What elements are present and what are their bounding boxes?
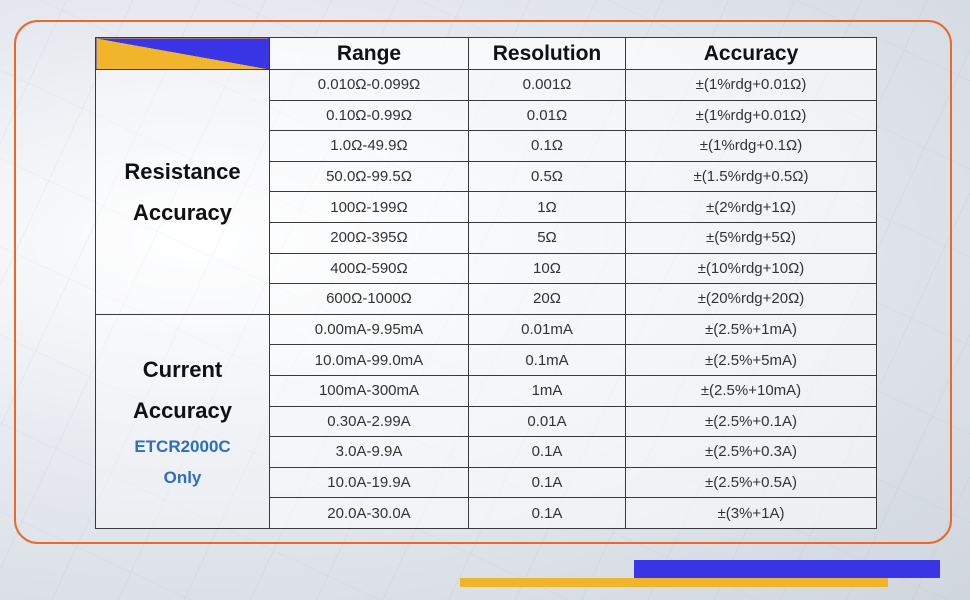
corner-diagonal-cell (95, 37, 270, 70)
accuracy-cell: ±(1.5%rdg+0.5Ω) (625, 160, 877, 193)
accuracy-cell: ±(5%rdg+5Ω) (625, 221, 877, 254)
table-row: 1.0Ω-49.9Ω 0.1Ω ±(1%rdg+0.1Ω) (96, 130, 877, 162)
table-row: 20.0A-30.0A 0.1A ±(3%+1A) (96, 497, 877, 529)
accuracy-cell: ±(3%+1A) (625, 497, 877, 529)
model-note-line1: ETCR2000C (134, 437, 231, 457)
resolution-cell: 0.1A (468, 466, 626, 499)
group-title-line1: Current (142, 357, 223, 383)
range-cell: 100Ω-199Ω (269, 191, 469, 223)
range-cell: 100mA-300mA (269, 374, 469, 407)
range-cell: 10.0mA-99.0mA (269, 344, 469, 376)
blue-accent-bar (634, 560, 940, 578)
resolution-cell: 0.001Ω (468, 69, 626, 101)
accuracy-cell: ±(1%rdg+0.01Ω) (625, 69, 877, 101)
table-row: Resistance Accuracy 0.010Ω-0.099Ω 0.001Ω ±(1… (95, 69, 877, 315)
header-accuracy: Accuracy (625, 37, 877, 70)
accuracy-cell: ±(2.5%+0.1A) (625, 405, 877, 438)
resistance-group-label: Resistance Accuracy (95, 69, 270, 315)
group-title-line1: Resistance (124, 158, 241, 184)
accuracy-cell: ±(20%rdg+20Ω) (625, 283, 877, 315)
resolution-cell: 10Ω (468, 252, 626, 285)
accuracy-cell: ±(2.5%+0.3A) (625, 436, 877, 468)
range-cell: 3.0A-9.9A (269, 436, 469, 468)
range-cell: 1.0Ω-49.9Ω (269, 130, 469, 162)
yellow-accent-bar (460, 578, 888, 587)
range-cell: 20.0A-30.0A (269, 497, 469, 529)
range-cell: 0.10Ω-0.99Ω (269, 99, 469, 132)
range-cell: 0.30A-2.99A (269, 405, 469, 438)
accuracy-cell: ±(2%rdg+1Ω) (625, 191, 877, 223)
group-title-line2: Accuracy (132, 398, 233, 424)
group-title-line2: Accuracy (132, 199, 233, 225)
table-row: 0.10Ω-0.99Ω 0.01Ω ±(1%rdg+0.01Ω) (96, 99, 877, 132)
range-cell: 10.0A-19.9A (269, 466, 469, 499)
range-cell: 600Ω-1000Ω (269, 283, 469, 315)
current-section: Current Accuracy ETCR2000C Only 0.00mA-9.95m… (95, 313, 877, 529)
resistance-section: Resistance Accuracy 0.010Ω-0.099Ω 0.001Ω ±(1… (95, 69, 877, 315)
range-cell: 0.00mA-9.95mA (269, 313, 469, 346)
resolution-cell: 0.1Ω (468, 130, 626, 162)
accuracy-cell: ±(2.5%+10mA) (625, 374, 877, 407)
header-resolution: Resolution (468, 37, 626, 70)
range-cell: 400Ω-590Ω (269, 252, 469, 285)
resolution-cell: 0.01A (468, 405, 626, 438)
table-row: Current Accuracy ETCR2000C Only 0.00mA-9.95m… (95, 313, 877, 529)
spec-table: Range Resolution Accuracy Resistance Accu… (95, 37, 877, 529)
header-row: Range Resolution Accuracy (95, 37, 877, 70)
resolution-cell: 0.01Ω (468, 99, 626, 132)
range-cell: 200Ω-395Ω (269, 221, 469, 254)
table-row: 0.30A-2.99A 0.01A ±(2.5%+0.1A) (96, 405, 877, 438)
table-row: 200Ω-395Ω 5Ω ±(5%rdg+5Ω) (96, 221, 877, 254)
table-row: 100Ω-199Ω 1Ω ±(2%rdg+1Ω) (96, 191, 877, 223)
resolution-cell: 0.1A (468, 436, 626, 468)
resolution-cell: 5Ω (468, 221, 626, 254)
table-row: 10.0A-19.9A 0.1A ±(2.5%+0.5A) (96, 466, 877, 499)
accuracy-cell: ±(2.5%+1mA) (625, 313, 877, 346)
resolution-cell: 1Ω (468, 191, 626, 223)
accuracy-cell: ±(2.5%+0.5A) (625, 466, 877, 499)
accuracy-cell: ±(1%rdg+0.1Ω) (625, 130, 877, 162)
table-row: 100mA-300mA 1mA ±(2.5%+10mA) (96, 374, 877, 407)
header-range: Range (269, 37, 469, 70)
current-group-label: Current Accuracy ETCR2000C Only (95, 313, 270, 529)
resolution-cell: 0.5Ω (468, 160, 626, 193)
table-row: 10.0mA-99.0mA 0.1mA ±(2.5%+5mA) (96, 344, 877, 376)
resolution-cell: 1mA (468, 374, 626, 407)
resolution-cell: 0.01mA (468, 313, 626, 346)
range-cell: 0.010Ω-0.099Ω (269, 69, 469, 101)
model-note-line2: Only (163, 468, 202, 488)
table-row: 3.0A-9.9A 0.1A ±(2.5%+0.3A) (96, 436, 877, 468)
resolution-cell: 0.1mA (468, 344, 626, 376)
accuracy-cell: ±(10%rdg+10Ω) (625, 252, 877, 285)
accuracy-cell: ±(2.5%+5mA) (625, 344, 877, 376)
table-row: 600Ω-1000Ω 20Ω ±(20%rdg+20Ω) (96, 283, 877, 315)
accuracy-cell: ±(1%rdg+0.01Ω) (625, 99, 877, 132)
table-row: 400Ω-590Ω 10Ω ±(10%rdg+10Ω) (96, 252, 877, 285)
resolution-cell: 0.1A (468, 497, 626, 529)
resolution-cell: 20Ω (468, 283, 626, 315)
table-row: 50.0Ω-99.5Ω 0.5Ω ±(1.5%rdg+0.5Ω) (96, 160, 877, 193)
orange-rounded-frame (14, 20, 952, 544)
range-cell: 50.0Ω-99.5Ω (269, 160, 469, 193)
